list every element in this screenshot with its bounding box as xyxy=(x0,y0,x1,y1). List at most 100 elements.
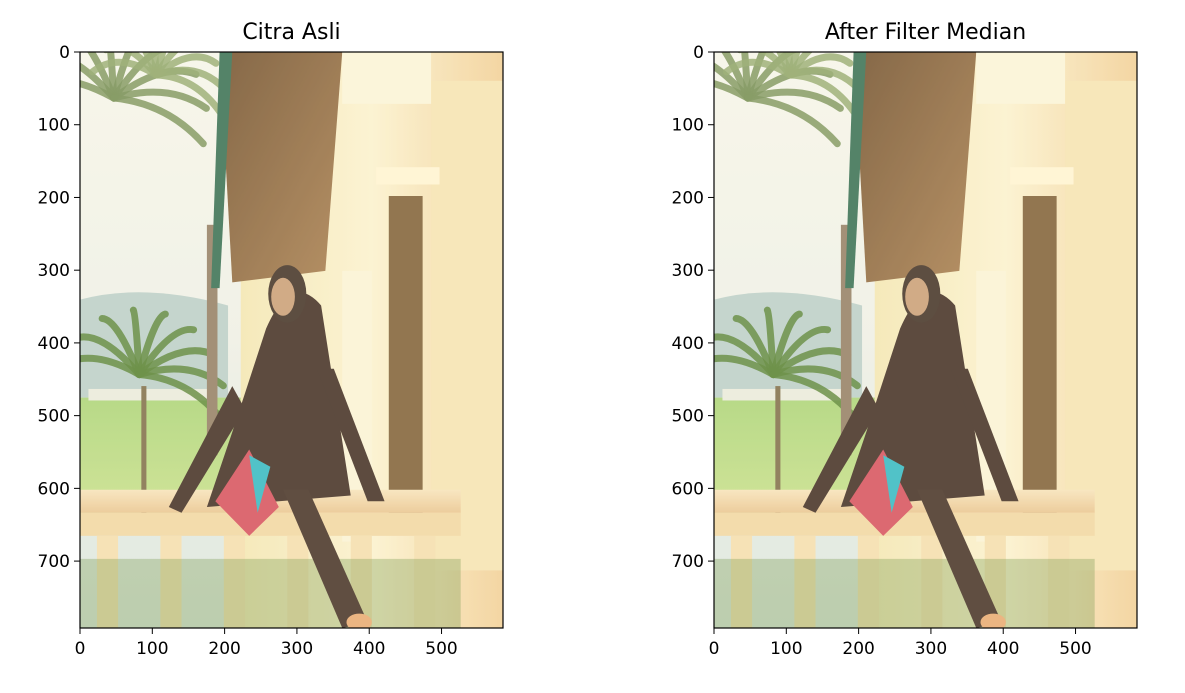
x-tick-label: 200 xyxy=(208,639,240,659)
light-overlay xyxy=(80,52,503,628)
roof xyxy=(219,52,343,283)
baluster xyxy=(730,535,753,628)
palm-frond xyxy=(110,52,133,102)
x-tick-label: 100 xyxy=(770,639,802,659)
right-arm xyxy=(950,368,1019,502)
palm-frond xyxy=(110,88,210,112)
baluster xyxy=(1048,535,1070,628)
palm-frond xyxy=(110,94,207,148)
baluster xyxy=(794,535,816,628)
baluster xyxy=(414,535,436,628)
x-tick-label: 400 xyxy=(353,639,385,659)
palm-frond xyxy=(80,62,118,102)
y-tick-label: 400 xyxy=(672,334,704,354)
y-tick-label: 200 xyxy=(38,188,70,208)
doorway xyxy=(1022,196,1057,513)
person-body xyxy=(206,292,351,508)
x-tick-label: 0 xyxy=(75,639,86,659)
subplot-1: Citra Asli 0 100 200 300 400 500 0 100 200 300 400 5… xyxy=(38,20,504,659)
plants-below xyxy=(80,558,461,628)
leg xyxy=(917,489,1002,628)
x-tick-label: 500 xyxy=(1059,639,1091,659)
palm-frond xyxy=(714,62,752,102)
pole xyxy=(206,224,218,456)
light-overlay xyxy=(714,52,1137,628)
arch xyxy=(376,167,440,185)
y-tick-label: 700 xyxy=(672,552,704,572)
palm-trunk xyxy=(775,386,781,531)
y-tick-label: 100 xyxy=(672,116,704,136)
y-tick-label: 200 xyxy=(672,188,704,208)
face xyxy=(905,277,929,316)
palm-frond xyxy=(80,354,143,379)
dress-pattern xyxy=(849,449,913,536)
y-tick-label: 500 xyxy=(38,407,70,427)
y-tick-label: 600 xyxy=(672,479,704,499)
pole xyxy=(840,224,852,456)
x-tick-label: 0 xyxy=(709,639,720,659)
dress-pattern-blue xyxy=(883,455,905,513)
baluster xyxy=(857,535,879,628)
palm-frond xyxy=(744,52,767,102)
y-tick-label: 0 xyxy=(59,43,70,63)
baluster xyxy=(287,535,309,628)
far-building xyxy=(88,388,216,401)
subplot-title: After Filter Median xyxy=(825,20,1026,45)
eave xyxy=(976,52,1066,104)
palm-frond xyxy=(786,71,859,118)
y-tick-label: 0 xyxy=(693,43,704,63)
left-arm xyxy=(168,386,245,513)
column-right xyxy=(431,80,503,571)
dress-pattern-blue xyxy=(249,455,271,513)
eave xyxy=(342,52,432,104)
y-tick-label: 500 xyxy=(672,407,704,427)
palm-frond xyxy=(714,80,752,102)
palm-frond xyxy=(714,354,777,379)
x-tick-label: 400 xyxy=(987,639,1019,659)
right-arm xyxy=(316,368,385,502)
palm-frond xyxy=(741,52,752,102)
palm-frond xyxy=(80,80,118,102)
axes-frame xyxy=(79,51,504,629)
y-tick-label: 600 xyxy=(38,479,70,499)
y-tick-label: 300 xyxy=(38,261,70,281)
column-right xyxy=(1065,80,1137,571)
baluster xyxy=(160,535,182,628)
subplot-title: Citra Asli xyxy=(242,20,340,45)
axes-frame xyxy=(713,51,1138,629)
baluster xyxy=(921,535,943,628)
dress-pattern xyxy=(215,449,279,536)
roof xyxy=(853,52,977,283)
far-building xyxy=(722,388,850,401)
x-tick-label: 300 xyxy=(281,639,313,659)
baluster xyxy=(96,535,119,628)
palm-frond xyxy=(152,71,225,118)
roof-edge xyxy=(211,52,233,289)
subplot-2: After Filter Median 0 100 200 300 400 500 0 100 2… xyxy=(672,20,1138,659)
doorway xyxy=(388,196,423,513)
baluster xyxy=(223,535,245,628)
photo xyxy=(80,52,503,628)
y-tick-label: 100 xyxy=(38,116,70,136)
y-tick-label: 400 xyxy=(38,334,70,354)
palm-frond xyxy=(744,94,841,148)
x-tick-label: 500 xyxy=(425,639,457,659)
photo xyxy=(714,52,1137,628)
leg xyxy=(283,489,368,628)
x-tick-label: 100 xyxy=(136,639,168,659)
palm-frond xyxy=(107,52,118,102)
person-body xyxy=(840,292,985,508)
ledge-face xyxy=(80,512,461,536)
roof-edge xyxy=(845,52,867,289)
palm-frond xyxy=(744,88,844,112)
y-tick-label: 300 xyxy=(672,261,704,281)
ledge-face xyxy=(714,512,1095,536)
y-tick-label: 700 xyxy=(38,552,70,572)
plants-below xyxy=(714,558,1095,628)
foot xyxy=(980,613,1006,628)
foot xyxy=(346,613,372,628)
x-tick-label: 300 xyxy=(915,639,947,659)
palm-trunk xyxy=(141,386,147,531)
arch xyxy=(1010,167,1074,185)
